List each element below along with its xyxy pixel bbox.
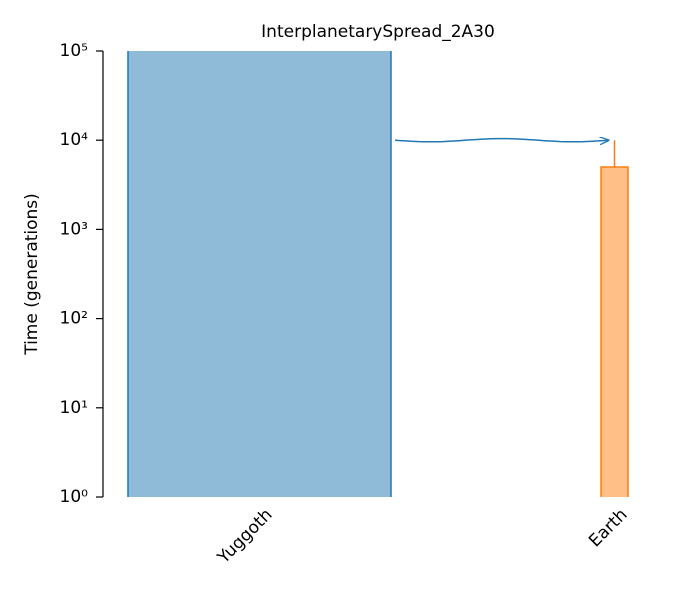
y-tick-label: 10⁰ bbox=[60, 487, 89, 507]
y-tick-label: 10¹ bbox=[60, 398, 88, 418]
deme-outline bbox=[600, 166, 629, 497]
deme-outline bbox=[127, 51, 392, 497]
x-tick-label: Yuggoth bbox=[213, 505, 276, 568]
y-tick-label: 10³ bbox=[60, 219, 88, 239]
x-tick-label: Earth bbox=[585, 505, 631, 551]
y-axis-label: Time (generations) bbox=[22, 193, 42, 356]
pulse-arrow bbox=[394, 139, 609, 142]
y-tick-label: 10⁴ bbox=[60, 130, 89, 150]
y-tick-label: 10² bbox=[60, 309, 88, 329]
y-tick-label: 10⁵ bbox=[60, 41, 88, 61]
chart-title: InterplanetarySpread_2A30 bbox=[261, 22, 495, 42]
deme-body bbox=[128, 51, 391, 497]
deme-body bbox=[601, 167, 628, 497]
